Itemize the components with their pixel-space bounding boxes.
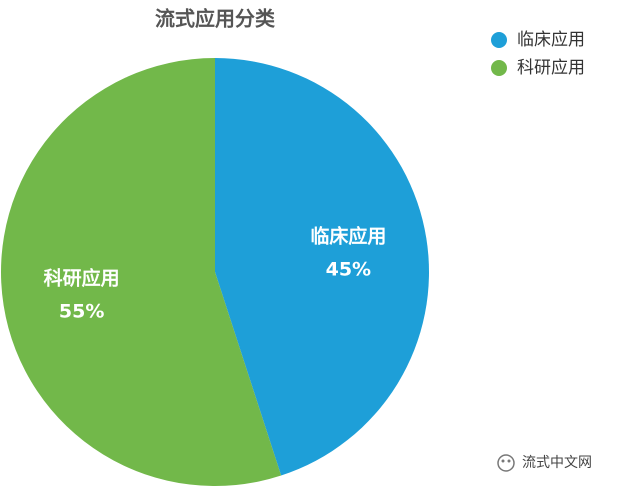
legend-marker bbox=[491, 60, 507, 76]
pie-slice bbox=[0, 58, 282, 486]
pie-slice bbox=[215, 58, 429, 476]
slice-label: 科研应用 bbox=[44, 267, 120, 290]
watermark-icon bbox=[497, 454, 515, 472]
slice-label: 临床应用 bbox=[310, 224, 386, 247]
legend-label: 科研应用 bbox=[517, 58, 585, 78]
value-label: 45% bbox=[326, 258, 371, 280]
legend-label: 临床应用 bbox=[517, 30, 585, 50]
watermark: 流式中文网 bbox=[522, 455, 592, 471]
value-label: 55% bbox=[59, 301, 104, 323]
chart-title: 流式应用分类 bbox=[155, 7, 275, 31]
legend-marker bbox=[491, 32, 507, 48]
